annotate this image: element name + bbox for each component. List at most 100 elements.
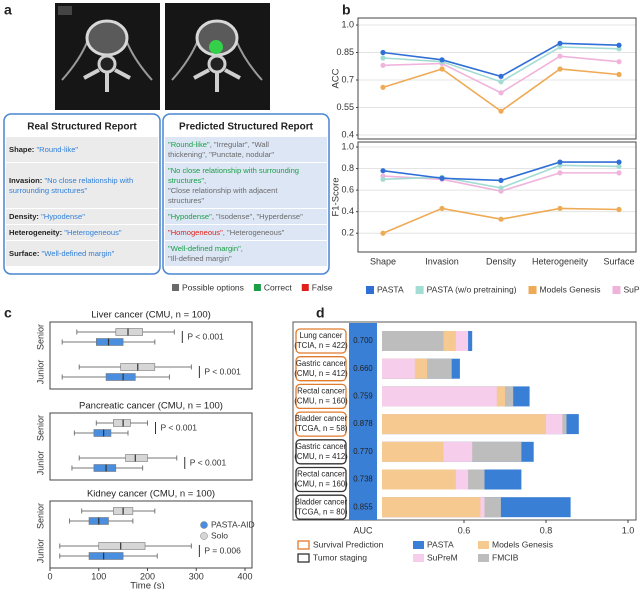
x-tick-label: 100: [91, 571, 106, 581]
bar: [382, 497, 481, 518]
marker: [616, 71, 622, 78]
category-label: (TCIA, n = 422): [294, 341, 348, 350]
panel-label: b: [342, 2, 351, 18]
x-tick-label: 200: [140, 571, 155, 581]
report-line: "No close relationship with surrounding: [168, 166, 299, 175]
marker: [439, 57, 445, 63]
report-line: structures",: [168, 176, 206, 185]
legend-swatch: [297, 553, 310, 563]
marker: [439, 175, 445, 181]
x-tick-label: Surface: [603, 256, 634, 266]
report-line: Shape: "Round-like": [9, 145, 78, 154]
auc-value: 0.759: [353, 391, 373, 400]
report-title: Real Structured Report: [27, 122, 137, 133]
marker: [498, 90, 504, 96]
bar: [382, 358, 415, 379]
report-text: structures": [168, 176, 204, 185]
plot-frame: [357, 141, 637, 253]
report-text: ,: [241, 244, 243, 253]
bar: [382, 414, 546, 435]
report-text: thickening", "Punctate, nodular": [168, 150, 274, 159]
report-text: ,: [204, 176, 206, 185]
report-line: "Hypodense", "Isodense", "Hyperdense": [168, 212, 303, 221]
bar: [382, 386, 497, 407]
p-value: P < 0.001: [190, 457, 227, 467]
category-label: (TCGA, n = 80): [294, 507, 347, 516]
report-text: "Round-like": [36, 145, 78, 154]
marker: [557, 44, 563, 50]
marker: [380, 49, 386, 56]
x-tick-label: 1.0: [622, 525, 635, 535]
x-tick-label: Density: [486, 256, 517, 266]
auc-value: 0.878: [353, 419, 373, 428]
report-text: "No close relationship with surrounding: [168, 166, 299, 175]
bar: [382, 441, 444, 462]
chart-title: Pancreatic cancer (CMU, n = 100): [79, 401, 223, 412]
category-box: [295, 383, 347, 410]
legend-label: FMCIB: [492, 552, 519, 562]
panel-label: c: [4, 305, 12, 321]
legend-label: SuPreM: [427, 552, 458, 562]
marker: [498, 79, 504, 85]
ct-image: [55, 3, 160, 110]
marker: [616, 206, 622, 213]
marker: [557, 205, 563, 212]
category-label: Gastric cancer: [296, 359, 347, 368]
legend-label: Survival Prediction: [313, 539, 384, 549]
report-text: Invasion:: [9, 176, 44, 185]
plot-frame: [49, 500, 253, 569]
panel-label: d: [316, 305, 325, 321]
ct-image: [165, 3, 270, 110]
report-text: , "Isodense", "Hyperdense": [212, 212, 303, 221]
report-text: Surface:: [9, 249, 42, 258]
report-row-bg: [165, 241, 327, 266]
marker: [380, 84, 386, 90]
report-line: Heterogeneity: "Heterogeneous": [9, 228, 122, 237]
marker: [557, 170, 563, 176]
x-tick-label: 0: [47, 571, 52, 581]
legend-label: PASTA: [377, 284, 404, 294]
category-label: (TCGA, n = 58): [294, 424, 347, 433]
marker: [498, 185, 504, 191]
report-text: "No close relationship with: [44, 176, 133, 185]
report-line: structures": [168, 196, 204, 205]
legend-label: Models Genesis: [492, 539, 553, 549]
y-tick-label: 0.4: [341, 206, 354, 216]
plot-frame: [49, 321, 253, 390]
y-category-label: Junior: [35, 451, 45, 476]
p-value: P = 0.006: [204, 545, 241, 555]
p-value: P < 0.001: [187, 331, 224, 341]
report-line: "Ill-defined margin": [168, 254, 232, 263]
category-label: (CMU, n = 412): [294, 369, 348, 378]
report-row-bg: [165, 209, 327, 224]
report-line: "Well-defined margin",: [168, 244, 243, 253]
y-tick-label: 0.4: [341, 129, 354, 139]
p-value: P < 0.001: [161, 422, 198, 432]
report-line: Invasion: "No close relationship with: [9, 176, 133, 185]
legend-swatch: [415, 286, 424, 294]
report-row-bg: [165, 225, 327, 240]
legend-label: SuPreM: [623, 284, 640, 294]
x-axis-label: Time (s): [130, 581, 164, 589]
report-text: Heterogeneity:: [9, 228, 64, 237]
box: [105, 373, 136, 381]
report-row-bg: [165, 163, 327, 208]
y-category-label: Senior: [35, 503, 45, 529]
y-axis-label: ACC: [331, 68, 342, 88]
category-label: Gastric cancer: [296, 442, 347, 451]
auc-column: [349, 323, 377, 520]
legend-label: Solo: [211, 530, 228, 540]
box: [93, 429, 112, 437]
bar: [382, 469, 456, 490]
auc-value: 0.738: [353, 475, 373, 484]
y-tick-label: 1.0: [341, 19, 354, 29]
report-row-bg: [6, 225, 158, 240]
box: [98, 542, 146, 550]
report-text: , "Irregular", "Wall: [210, 140, 270, 149]
category-box: [295, 494, 347, 520]
chart-title: Kidney cancer (CMU, n = 100): [87, 489, 215, 500]
auc-value: 0.855: [353, 502, 373, 511]
auc-axis-label: AUC: [353, 525, 373, 535]
category-label: (CMU, n = 412): [294, 452, 348, 461]
